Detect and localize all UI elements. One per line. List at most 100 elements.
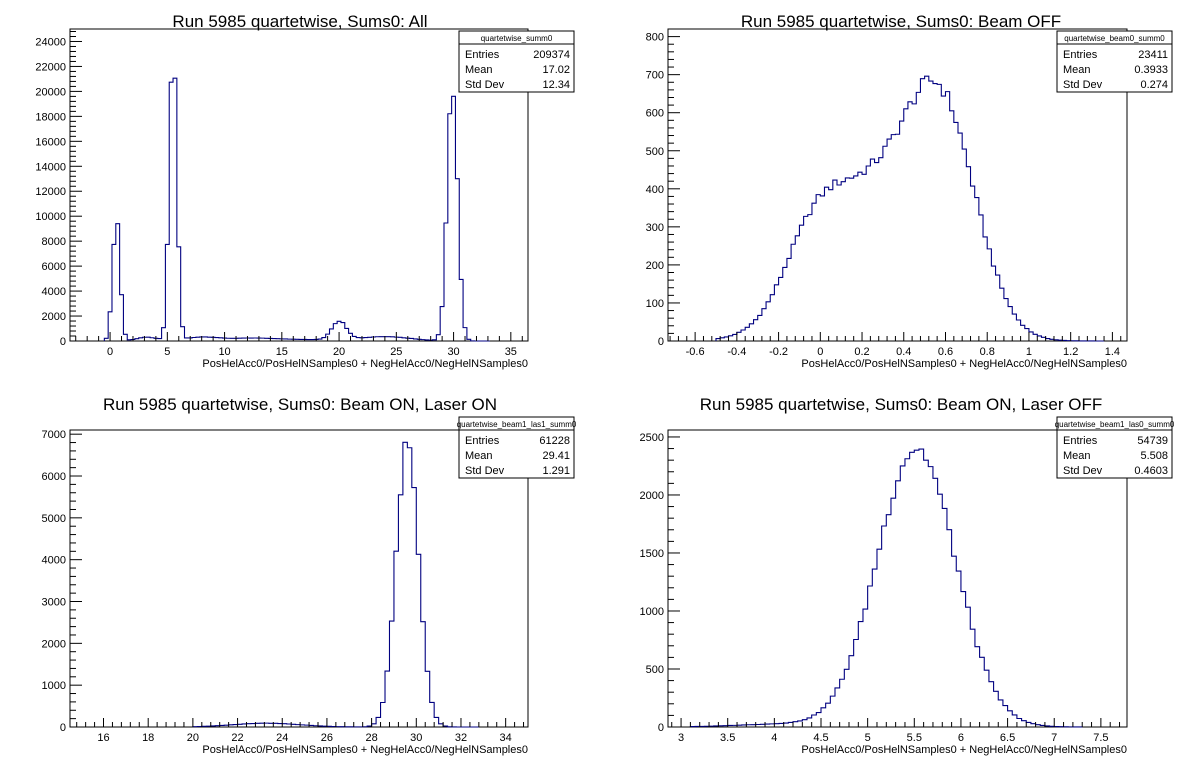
y-tick-label: 18000 [35, 111, 66, 123]
y-tick-label: 300 [646, 222, 664, 234]
stats-box: quartetwise_beam0_summ0 Entries 23411 Mean 0… [1056, 30, 1173, 93]
x-tick-label: 0 [107, 346, 113, 358]
chart-title: Run 5985 quartetwise, Sums0: Beam ON, La… [700, 395, 1103, 414]
plot-frame [69, 429, 529, 728]
x-tick-label: 26 [321, 732, 333, 744]
x-tick-label: 7.5 [1093, 732, 1108, 744]
chart-title: Run 5985 quartetwise, Sums0: All [172, 12, 427, 31]
stats-std-dev-label: Std Dev [465, 79, 505, 91]
y-tick-label: 500 [646, 146, 664, 158]
x-tick-label: 22 [231, 732, 243, 744]
y-tick-label: 400 [646, 184, 664, 196]
y-tick-label: 2000 [640, 490, 664, 502]
stats-box-name: quartetwise_beam1_las0_summ0 [1055, 420, 1175, 429]
chart-title: Run 5985 quartetwise, Sums0: Beam OFF [741, 12, 1061, 31]
x-tick-label: 5 [865, 732, 871, 744]
x-tick-label: 5.5 [907, 732, 922, 744]
histogram-pad-beam-off: Run 5985 quartetwise, Sums0: Beam OFF -0.… [646, 12, 1173, 370]
x-tick-label: 25 [390, 346, 402, 358]
x-tick-label: -0.2 [769, 346, 788, 358]
x-axis-label: PosHelAcc0/PosHelNSamples0 + NegHelAcc0/… [801, 358, 1127, 370]
stats-mean-label: Mean [1063, 64, 1091, 76]
y-tick-label: 3000 [42, 597, 66, 609]
stats-std-dev-value: 1.291 [542, 465, 570, 477]
y-tick-label: 0 [60, 336, 66, 348]
x-tick-label: 0.2 [854, 346, 869, 358]
x-tick-label: -0.4 [727, 346, 746, 358]
x-axis-label: PosHelAcc0/PosHelNSamples0 + NegHelAcc0/… [801, 744, 1127, 756]
x-tick-label: 20 [187, 732, 199, 744]
x-tick-label: 3.5 [720, 732, 735, 744]
stats-box-frame [1056, 30, 1173, 93]
y-tick-label: 10000 [35, 211, 66, 223]
stats-mean-value: 17.02 [542, 64, 570, 76]
histogram-line [192, 441, 479, 728]
chart-title: Run 5985 quartetwise, Sums0: Beam ON, La… [103, 395, 497, 414]
y-tick-label: 0 [60, 722, 66, 734]
x-tick-label: 24 [276, 732, 288, 744]
x-tick-label: 6.5 [1000, 732, 1015, 744]
x-tick-label: 32 [455, 732, 467, 744]
stats-mean-value: 29.41 [542, 450, 570, 462]
histogram-line [103, 77, 490, 342]
x-tick-label: 1.4 [1105, 346, 1120, 358]
stats-std-dev-value: 0.274 [1140, 79, 1168, 91]
y-tick-label: 700 [646, 70, 664, 82]
x-axis-label: PosHelAcc0/PosHelNSamples0 + NegHelAcc0/… [202, 744, 528, 756]
y-tick-label: 16000 [35, 136, 66, 148]
stats-entries-value: 54739 [1137, 435, 1168, 447]
y-tick-label: 1000 [42, 680, 66, 692]
stats-std-dev-label: Std Dev [1063, 465, 1103, 477]
plot-frame [667, 28, 1128, 342]
stats-box-name: quartetwise_summ0 [481, 34, 553, 43]
y-tick-label: 20000 [35, 86, 66, 98]
y-tick-label: 100 [646, 298, 664, 310]
histogram-pad-beam-on-laser-on: Run 5985 quartetwise, Sums0: Beam ON, La… [42, 395, 577, 756]
y-tick-label: 12000 [35, 186, 66, 198]
y-tick-label: 0 [658, 722, 664, 734]
stats-entries-label: Entries [465, 49, 500, 61]
y-tick-label: 7000 [42, 429, 66, 441]
y-tick-label: 4000 [42, 555, 66, 567]
x-tick-label: 4.5 [813, 732, 828, 744]
y-tick-label: 5000 [42, 513, 66, 525]
x-tick-label: 0 [817, 346, 823, 358]
y-tick-label: 2500 [640, 432, 664, 444]
histogram-line [689, 448, 1083, 728]
histogram-pad-all: Run 5985 quartetwise, Sums0: All 0 5 10 15 20… [35, 12, 575, 370]
stats-std-dev-value: 0.4603 [1134, 465, 1168, 477]
stats-entries-value: 61228 [539, 435, 570, 447]
histogram-pad-beam-on-laser-off: Run 5985 quartetwise, Sums0: Beam ON, La… [640, 395, 1175, 756]
y-tick-label: 1000 [640, 606, 664, 618]
plot-frame [667, 429, 1128, 728]
y-tick-label: 6000 [42, 261, 66, 273]
stats-box-frame [1056, 416, 1173, 479]
x-tick-label: 20 [333, 346, 345, 358]
stats-mean-label: Mean [465, 450, 493, 462]
y-tick-label: 2000 [42, 311, 66, 323]
x-tick-label: 28 [365, 732, 377, 744]
x-tick-label: 6 [958, 732, 964, 744]
x-tick-label: 4 [771, 732, 777, 744]
x-tick-label: 30 [447, 346, 459, 358]
x-tick-label: 0.6 [938, 346, 953, 358]
histogram-line [715, 75, 1105, 342]
y-tick-label: 500 [646, 664, 664, 676]
stats-entries-value: 23411 [1138, 49, 1168, 61]
x-axis-label: PosHelAcc0/PosHelNSamples0 + NegHelAcc0/… [202, 358, 528, 370]
x-tick-label: 35 [505, 346, 517, 358]
stats-box-frame [458, 30, 575, 93]
x-tick-label: 34 [500, 732, 512, 744]
x-tick-label: 16 [97, 732, 109, 744]
stats-box: quartetwise_beam1_las0_summ0 Entries 54739… [1055, 416, 1175, 479]
stats-mean-value: 5.508 [1140, 450, 1168, 462]
stats-box-frame [458, 416, 575, 479]
y-tick-label: 800 [646, 32, 664, 44]
stats-std-dev-value: 12.34 [542, 79, 570, 91]
x-tick-label: 1.2 [1063, 346, 1078, 358]
x-tick-label: 7 [1051, 732, 1057, 744]
stats-std-dev-label: Std Dev [465, 465, 505, 477]
y-tick-label: 600 [646, 108, 664, 120]
x-tick-label: 1 [1026, 346, 1032, 358]
